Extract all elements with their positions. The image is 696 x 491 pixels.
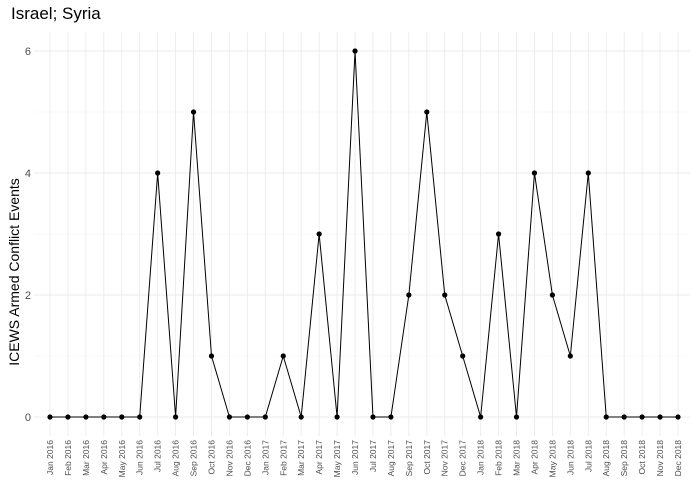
data-point <box>675 414 681 420</box>
x-tick-label: Mar 2018 <box>512 440 522 476</box>
data-point <box>83 414 89 420</box>
data-point <box>208 353 215 359</box>
series-line <box>50 50 678 418</box>
data-point <box>567 353 573 359</box>
data-point <box>424 109 430 115</box>
x-tick-label: Mar 2016 <box>81 440 91 476</box>
data-point <box>190 109 197 115</box>
x-tick-label: Jun 2016 <box>135 440 145 475</box>
data-point <box>334 414 340 420</box>
x-tick-label: Nov 2018 <box>655 440 665 477</box>
data-point <box>47 414 53 420</box>
data-point <box>137 414 143 420</box>
data-point <box>65 414 71 420</box>
x-tick-label: Aug 2016 <box>171 440 181 477</box>
grid-lines <box>34 32 690 436</box>
x-tick-label: Jan 2016 <box>45 440 55 475</box>
data-point <box>639 414 645 420</box>
y-tick-label: 0 <box>25 412 31 424</box>
data-point <box>460 353 466 359</box>
data-point <box>262 414 268 420</box>
data-point <box>352 48 358 54</box>
data-point <box>155 170 161 176</box>
x-tick-label: Sep 2017 <box>404 440 414 477</box>
x-tick-label: May 2018 <box>547 440 557 478</box>
data-points <box>47 48 681 420</box>
data-point <box>531 170 538 176</box>
x-tick-label: May 2017 <box>332 440 342 478</box>
data-point <box>549 292 556 298</box>
x-tick-label: Mar 2017 <box>296 440 306 476</box>
x-tick-label: Dec 2017 <box>458 440 468 477</box>
data-point <box>388 414 394 420</box>
data-point <box>495 231 502 237</box>
x-tick-label: Oct 2018 <box>637 440 647 475</box>
x-tick-label: May 2016 <box>117 440 127 478</box>
data-point <box>280 353 286 359</box>
y-tick-label: 4 <box>25 168 31 180</box>
x-tick-label: Aug 2017 <box>386 440 396 477</box>
x-tick-label: Jun 2017 <box>350 440 360 475</box>
y-axis-label: ICEWS Armed Conflict Events <box>6 178 22 366</box>
data-point <box>370 414 376 420</box>
y-axis-ticks: 0 2 4 6 <box>25 46 31 424</box>
y-tick-label: 6 <box>25 46 31 58</box>
x-tick-label: Oct 2016 <box>206 440 216 475</box>
x-axis-ticks: Jan 2016 Feb 2016 Mar 2016 Apr 2016 May 2016… <box>45 440 683 478</box>
data-point <box>226 414 233 420</box>
data-point <box>119 414 125 420</box>
data-point <box>657 414 663 420</box>
data-point <box>101 414 107 420</box>
data-point <box>173 414 179 420</box>
x-tick-label: Feb 2018 <box>494 440 504 476</box>
x-tick-label: Feb 2017 <box>278 440 288 476</box>
x-tick-label: Jan 2017 <box>260 440 270 475</box>
y-tick-label: 2 <box>25 290 31 302</box>
x-tick-label: Apr 2016 <box>99 440 109 475</box>
x-tick-label: Jul 2016 <box>153 440 163 472</box>
x-tick-label: Nov 2017 <box>440 440 450 477</box>
x-tick-label: Sep 2016 <box>189 440 199 477</box>
x-tick-label: Aug 2018 <box>601 440 611 477</box>
x-tick-label: Jul 2017 <box>368 440 378 472</box>
x-tick-label: Jun 2018 <box>565 440 575 475</box>
data-point <box>298 414 304 420</box>
data-point <box>585 170 591 176</box>
x-tick-label: Apr 2018 <box>529 440 539 475</box>
chart-title: Israel; Syria <box>11 4 101 23</box>
data-point <box>244 414 250 420</box>
x-tick-label: Jul 2018 <box>583 440 593 472</box>
x-tick-label: Dec 2016 <box>242 440 252 477</box>
data-point <box>442 292 448 298</box>
data-point <box>406 292 412 298</box>
data-point <box>513 414 520 420</box>
x-tick-label: Nov 2016 <box>224 440 234 477</box>
data-point <box>478 414 484 420</box>
x-tick-label: Sep 2018 <box>619 440 629 477</box>
data-point <box>621 414 627 420</box>
x-tick-label: Oct 2017 <box>422 440 432 475</box>
x-tick-label: Feb 2016 <box>63 440 73 476</box>
x-tick-label: Apr 2017 <box>314 440 324 475</box>
data-point <box>316 231 322 237</box>
x-tick-label: Dec 2018 <box>673 440 683 477</box>
x-tick-label: Jan 2018 <box>476 440 486 475</box>
data-point <box>603 414 609 420</box>
